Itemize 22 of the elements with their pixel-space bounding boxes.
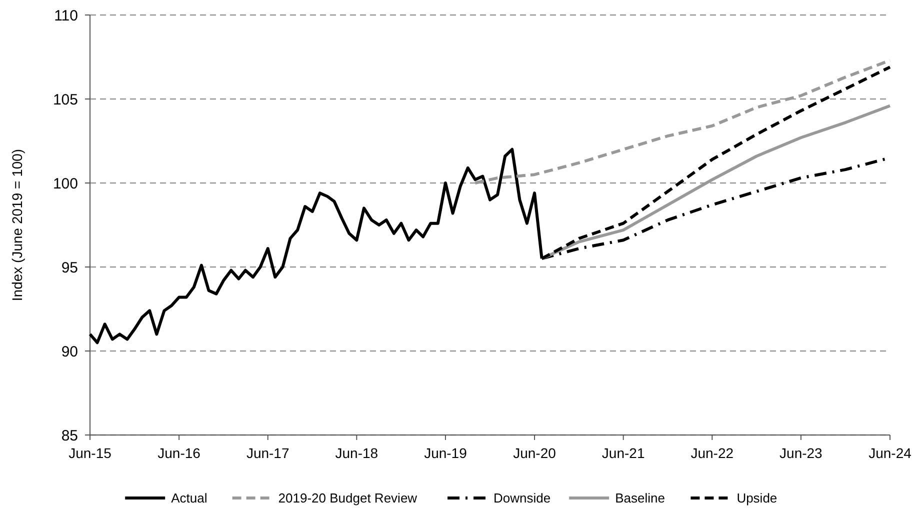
y-tick-label: 85 (61, 427, 78, 444)
x-tick-label: Jun-18 (335, 445, 378, 461)
x-tick-label: Jun-19 (424, 445, 468, 461)
x-tick-label: Jun-16 (158, 445, 201, 461)
legend-label: Upside (736, 490, 778, 506)
legend-label: Baseline (615, 490, 665, 506)
y-tick-label: 95 (61, 259, 78, 276)
x-tick-label: Jun-22 (690, 445, 734, 461)
legend-label: Actual (171, 490, 208, 506)
x-tick-label: Jun-23 (780, 445, 823, 461)
x-tick-label: Jun-20 (513, 445, 556, 461)
y-tick-label: 110 (54, 7, 78, 24)
legend-label: Downside (494, 490, 551, 506)
y-tick-label: 90 (61, 343, 78, 360)
x-tick-label: Jun-24 (868, 445, 912, 461)
x-tick-label: Jun-21 (602, 445, 645, 461)
x-tick-label: Jun-17 (246, 445, 290, 461)
y-tick-label: 100 (52, 175, 78, 192)
legend-label: 2019-20 Budget Review (278, 490, 418, 506)
y-tick-label: 105 (52, 91, 78, 108)
y-axis-title: Index (June 2019 = 100) (9, 148, 25, 302)
x-tick-label: Jun-15 (68, 445, 112, 461)
